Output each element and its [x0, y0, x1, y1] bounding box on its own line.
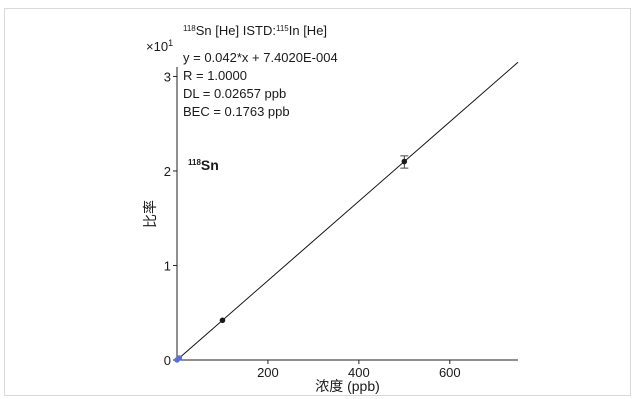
data-point [176, 355, 183, 361]
calibration-chart: 200 400 600 0 1 2 3 ×101 118Sn [He] ISTD:115In… [142, 23, 519, 394]
regression-equation: y = 0.042*x + 7.4020E-004 [183, 50, 338, 65]
y-axis-label: 比率 [142, 200, 158, 228]
chart-title: 118Sn [He] ISTD:115In [He] [183, 23, 327, 38]
y-multiplier: ×101 [146, 38, 173, 54]
x-tick-label: 600 [439, 365, 461, 380]
y-tick-label: 2 [164, 164, 171, 179]
bec-value: BEC = 0.1763 ppb [183, 104, 290, 119]
data-points [174, 155, 409, 363]
chart-frame: 200 400 600 0 1 2 3 ×101 118Sn [He] ISTD:115In… [4, 8, 631, 396]
y-tick-label: 3 [164, 69, 171, 84]
x-tick-label: 400 [348, 365, 370, 380]
y-tick-label: 0 [164, 353, 171, 368]
data-point [401, 158, 408, 165]
regression-line [176, 61, 519, 361]
axis-ticks: 200 400 600 0 1 2 3 [164, 69, 461, 380]
detection-limit: DL = 0.02657 ppb [183, 86, 286, 101]
r-value: R = 1.0000 [183, 68, 247, 83]
data-point [219, 317, 226, 324]
x-axis-label: 浓度 (ppb) [315, 378, 380, 394]
element-label: 118Sn [188, 157, 219, 173]
x-tick-label: 200 [257, 365, 279, 380]
y-tick-label: 1 [164, 258, 171, 273]
